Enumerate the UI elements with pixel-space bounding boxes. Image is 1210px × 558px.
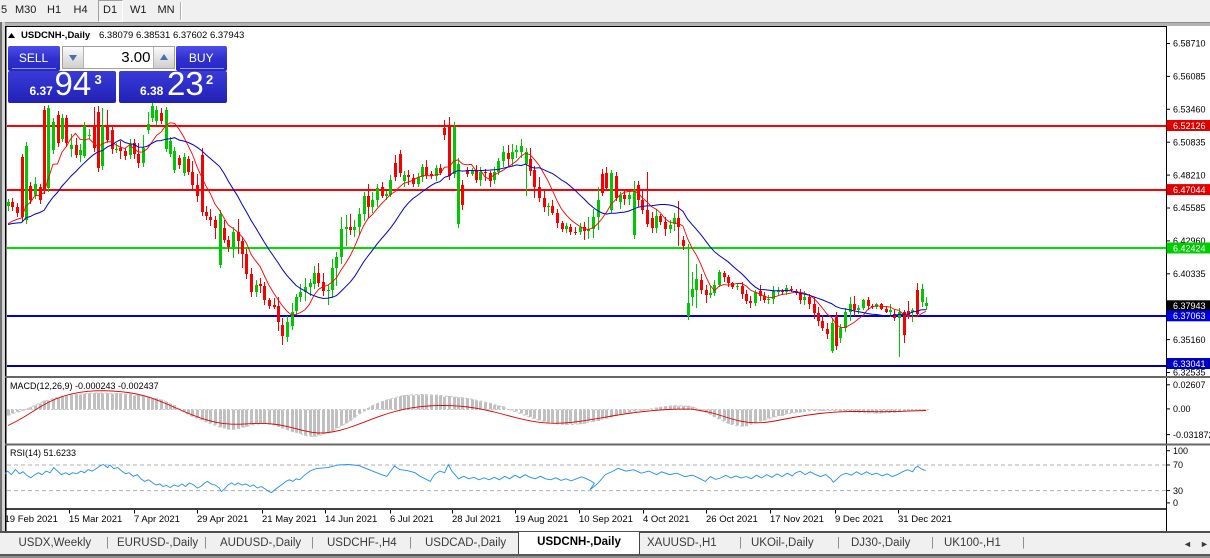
svg-text:6.50835: 6.50835 [1173, 137, 1206, 147]
svg-text:31 Dec 2021: 31 Dec 2021 [898, 514, 952, 525]
svg-text:19 Aug 2021: 19 Aug 2021 [515, 514, 568, 525]
svg-text:29 Apr 2021: 29 Apr 2021 [197, 514, 248, 525]
svg-text:6.35160: 6.35160 [1173, 335, 1206, 345]
svg-text:0.02607: 0.02607 [1173, 380, 1206, 390]
svg-text:6.56085: 6.56085 [1173, 72, 1206, 82]
svg-text:9 Dec 2021: 9 Dec 2021 [835, 514, 884, 525]
svg-text:19 Feb 2021: 19 Feb 2021 [5, 514, 58, 525]
svg-text:21 May 2021: 21 May 2021 [262, 514, 317, 525]
svg-text:6.38079 6.38531 6.37602 6.3794: 6.38079 6.38531 6.37602 6.37943 [99, 30, 244, 41]
svg-text:6 Jul 2021: 6 Jul 2021 [390, 514, 434, 525]
svg-text:0.00: 0.00 [1173, 404, 1191, 414]
svg-text:USDCNH-,Daily: USDCNH-,Daily [21, 30, 91, 41]
svg-text:4 Oct 2021: 4 Oct 2021 [643, 514, 689, 525]
svg-text:6.53460: 6.53460 [1173, 105, 1206, 115]
svg-text:26 Oct 2021: 26 Oct 2021 [706, 514, 758, 525]
svg-text:6.32535: 6.32535 [1173, 368, 1206, 378]
svg-text:6.58710: 6.58710 [1173, 39, 1206, 49]
svg-text:6.48210: 6.48210 [1173, 170, 1206, 180]
svg-text:100: 100 [1173, 446, 1188, 456]
svg-text:-0.031872: -0.031872 [1173, 430, 1210, 440]
svg-text:10 Sep 2021: 10 Sep 2021 [579, 514, 633, 525]
svg-text:17 Nov 2021: 17 Nov 2021 [770, 514, 824, 525]
svg-text:14 Jun 2021: 14 Jun 2021 [325, 514, 377, 525]
svg-text:RSI(14) 51.6233: RSI(14) 51.6233 [10, 448, 76, 458]
svg-text:6.33041: 6.33041 [1173, 359, 1206, 369]
svg-text:0: 0 [1173, 498, 1178, 508]
svg-text:6.45585: 6.45585 [1173, 203, 1206, 213]
svg-text:6.42424: 6.42424 [1173, 243, 1206, 253]
svg-text:6.47044: 6.47044 [1173, 185, 1206, 195]
svg-text:15 Mar 2021: 15 Mar 2021 [69, 514, 122, 525]
svg-text:6.37943: 6.37943 [1173, 301, 1206, 311]
svg-text:6.40335: 6.40335 [1173, 269, 1206, 279]
svg-text:70: 70 [1173, 460, 1183, 470]
svg-text:7 Apr 2021: 7 Apr 2021 [134, 514, 180, 525]
svg-text:30: 30 [1173, 486, 1183, 496]
svg-text:6.52126: 6.52126 [1173, 121, 1206, 131]
svg-text:6.42960: 6.42960 [1173, 236, 1206, 246]
svg-text:MACD(12,26,9) -0.000243 -0.002: MACD(12,26,9) -0.000243 -0.002437 [10, 381, 159, 391]
svg-text:28 Jul 2021: 28 Jul 2021 [452, 514, 501, 525]
svg-text:6.37063: 6.37063 [1173, 311, 1206, 321]
